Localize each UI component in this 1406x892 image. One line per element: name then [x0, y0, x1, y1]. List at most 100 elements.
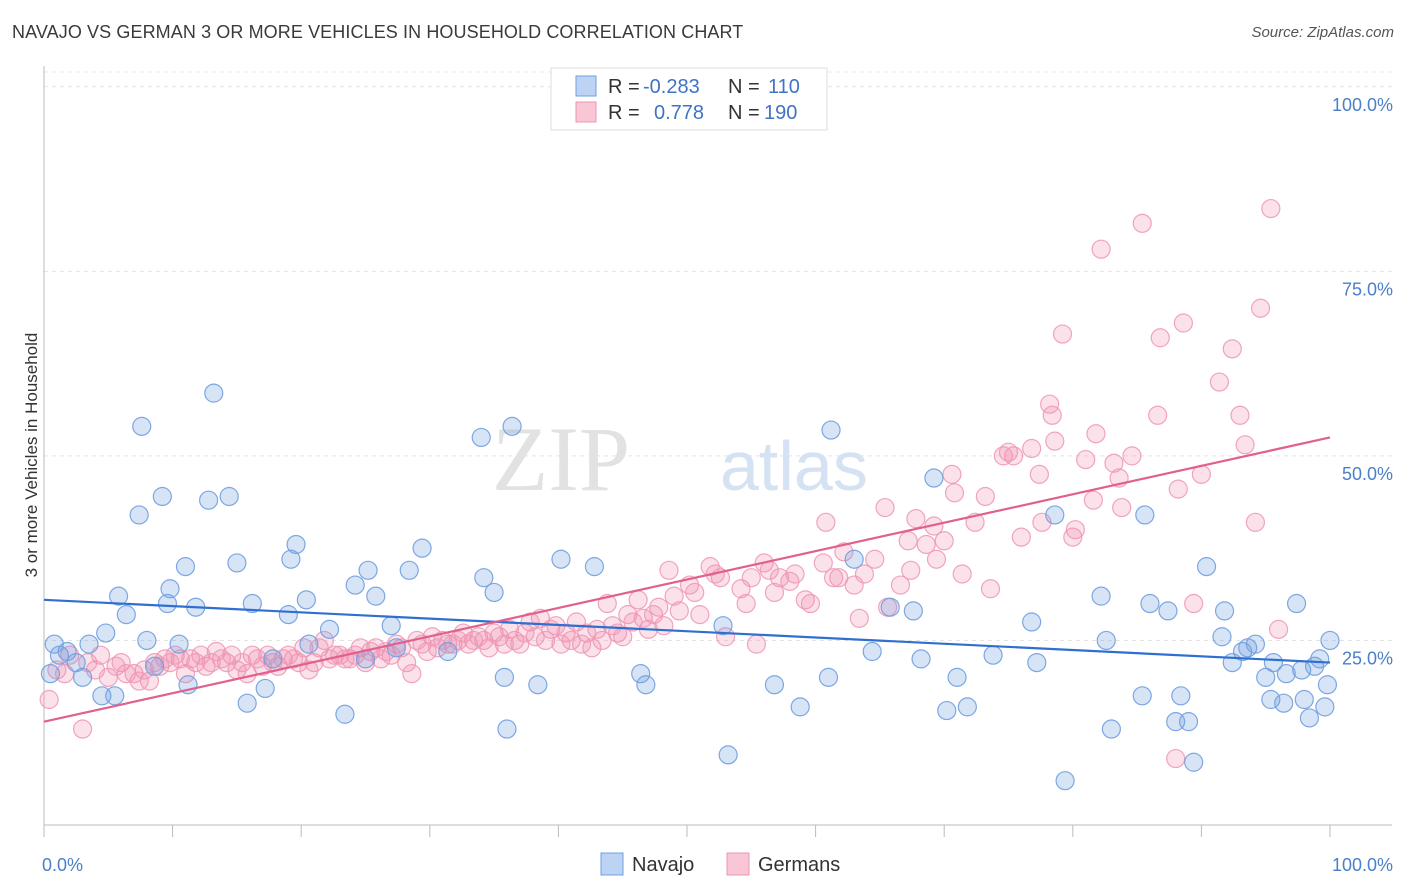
germans-point-141: [829, 568, 849, 588]
navajo-point-56: [631, 664, 651, 684]
germans-point-14: [134, 660, 154, 680]
germans-point-145: [854, 564, 875, 584]
germans-point-69: [417, 641, 437, 662]
navajo-point-98: [1263, 652, 1284, 673]
germans-point-73: [438, 634, 458, 654]
navajo-point-107: [1317, 675, 1338, 695]
germans-point-116: [659, 560, 679, 580]
germans-point-95: [551, 634, 571, 654]
germans-point-161: [975, 486, 995, 507]
navajo-point-18: [160, 579, 180, 599]
germans-point-197: [1250, 298, 1271, 318]
navajo-point-28: [242, 593, 262, 614]
germans-point-78: [463, 630, 484, 651]
germans-point-25: [191, 645, 211, 665]
navajo-point-16: [152, 486, 172, 507]
legend-navajo-swatch: [600, 852, 624, 876]
navajo-point-58: [713, 616, 733, 636]
navajo-point-19: [169, 634, 189, 654]
germans-point-158: [944, 483, 965, 503]
navajo-point-41: [366, 586, 386, 606]
germans-point-92: [535, 630, 556, 651]
germans-point-184: [1132, 213, 1152, 233]
germans-point-27: [201, 652, 221, 673]
germans-point-10: [111, 652, 131, 673]
germans-point-7: [90, 645, 111, 665]
germans-point-117: [664, 586, 684, 606]
watermark-atlas: atlas: [720, 427, 868, 505]
germans-point-155: [926, 549, 947, 569]
navajo-point-79: [1096, 630, 1116, 651]
legend-top-germans-r-value: 0.778: [654, 102, 704, 124]
navajo-point-77: [1055, 771, 1075, 791]
germans-point-170: [1040, 394, 1060, 414]
y-tick-label-3: 100.0%: [1332, 95, 1393, 115]
germans-point-2: [54, 664, 75, 684]
germans-point-172: [1045, 431, 1065, 451]
germans-point-18: [155, 649, 175, 669]
navajo-point-48: [474, 568, 494, 588]
navajo-point-37: [335, 704, 355, 724]
germans-point-177: [1083, 490, 1103, 510]
navajo-point-46: [438, 641, 458, 662]
navajo-point-49: [484, 582, 504, 603]
legend-top-navajo-n-value: 110: [768, 76, 800, 98]
navajo-point-65: [862, 641, 882, 662]
navajo-points: [40, 383, 1340, 791]
navajo-point-9: [105, 686, 125, 706]
germans-point-176: [1076, 449, 1096, 470]
navajo-point-102: [1294, 689, 1314, 710]
germans-point-157: [942, 464, 962, 484]
germans-point-188: [1168, 479, 1188, 499]
navajo-point-86: [1171, 686, 1191, 706]
germans-point-101: [582, 638, 602, 658]
navajo-point-83: [1140, 593, 1160, 614]
chart-title: NAVAJO VS GERMAN 3 OR MORE VEHICLES IN H…: [12, 22, 744, 42]
navajo-point-47: [471, 427, 491, 448]
germans-point-77: [458, 634, 478, 654]
germans-point-195: [1235, 435, 1255, 455]
navajo-point-95: [1245, 634, 1266, 654]
navajo-point-90: [1212, 627, 1232, 647]
germans-point-178: [1086, 424, 1106, 444]
navajo-point-91: [1214, 601, 1235, 621]
germans-point-138: [813, 553, 833, 573]
germans-point-139: [816, 512, 836, 532]
germans-point-127: [736, 593, 756, 614]
y-axis-title: 3 or more Vehicles in Household: [22, 333, 41, 578]
navajo-point-108: [1320, 630, 1340, 651]
germans-point-185: [1148, 405, 1168, 425]
germans-point-136: [795, 590, 815, 610]
navajo-point-60: [764, 675, 785, 695]
navajo-point-17: [157, 593, 178, 614]
germans-point-165: [1004, 446, 1024, 466]
navajo-point-103: [1299, 708, 1320, 728]
legend-top-germans-n-value: 190: [764, 102, 797, 124]
germans-trend-line: [43, 436, 1331, 723]
navajo-point-80: [1101, 719, 1121, 739]
germans-point-132: [764, 582, 785, 603]
navajo-point-63: [821, 420, 841, 440]
germans-point-151: [901, 560, 921, 580]
y-tick-labels: 25.0% 50.0% 75.0% 100.0%: [1332, 95, 1393, 669]
trendlines: [43, 436, 1331, 723]
germans-point-66: [402, 664, 422, 684]
legend-germans-swatch: [726, 852, 750, 876]
germans-point-26: [196, 656, 216, 676]
germans-point-65: [397, 652, 417, 673]
germans-point-166: [1011, 527, 1031, 547]
navajo-point-89: [1196, 557, 1217, 577]
navajo-point-97: [1261, 689, 1281, 710]
watermark: ZIP atlas: [492, 408, 868, 510]
germans-point-120: [685, 582, 705, 603]
germans-point-87: [510, 634, 530, 654]
germans-point-110: [628, 590, 648, 610]
germans-point-9: [106, 656, 126, 676]
navajo-point-29: [255, 678, 275, 699]
germans-point-190: [1184, 593, 1204, 614]
x-tick-labels: 0.0% 100.0%: [42, 855, 1393, 875]
navajo-point-73: [983, 645, 1003, 665]
navajo-point-55: [584, 557, 605, 577]
germans-point-23: [181, 649, 201, 669]
